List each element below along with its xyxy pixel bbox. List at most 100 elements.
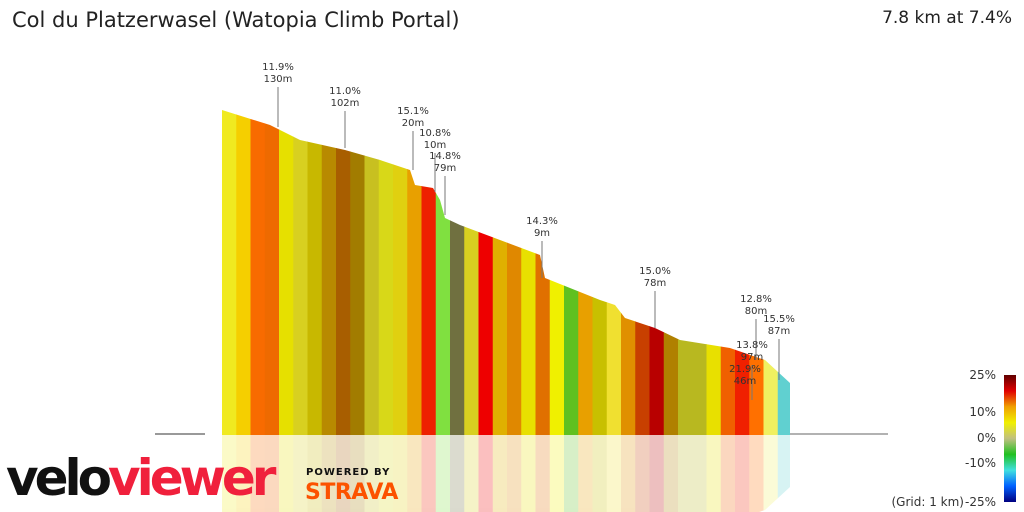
annotation-grade: 14.3%: [526, 216, 558, 227]
veloviewer-logo[interactable]: veloviewer: [6, 449, 276, 507]
profile-segment: [521, 435, 536, 512]
profile-segment: [421, 435, 437, 512]
profile-segment: [735, 435, 750, 512]
profile-segment: [678, 435, 693, 512]
profile-segment: [578, 110, 593, 435]
profile-segment: [763, 110, 779, 435]
legend-tick-10: 10%: [969, 405, 996, 419]
profile-segment: [407, 110, 422, 435]
page-title: Col du Platzerwasel (Watopia Climb Porta…: [12, 8, 460, 32]
profile-segment: [564, 435, 579, 512]
profile-segment: [535, 110, 551, 435]
profile-segment: [464, 435, 479, 512]
profile-segment: [264, 110, 280, 435]
profile-segment: [393, 110, 408, 435]
profile-segment: [621, 435, 636, 512]
profile-segment: [578, 435, 593, 512]
profile-reflection: [222, 435, 790, 512]
profile-segment: [321, 435, 337, 512]
profile-segment: [293, 110, 308, 435]
climb-annotation: 15.1%20m: [397, 106, 429, 170]
climb-annotation: 21.9%46m: [729, 364, 761, 387]
profile-segment: [478, 435, 494, 512]
profile-segment: [236, 435, 251, 512]
annotation-length: 46m: [734, 376, 756, 387]
annotation-length: 97m: [741, 352, 763, 363]
profile-segment: [279, 110, 294, 435]
legend-tick-25: 25%: [969, 368, 996, 382]
annotation-length: 9m: [534, 228, 550, 239]
climb-annotation: 11.0%102m: [329, 86, 361, 148]
annotation-grade: 15.1%: [397, 106, 429, 117]
legend-tick-neg10: -10%: [964, 456, 996, 470]
annotation-length: 130m: [264, 74, 293, 85]
profile-segment: [364, 435, 380, 512]
profile-segment: [720, 435, 736, 512]
grid-label: (Grid: 1 km): [891, 495, 965, 509]
annotation-length: 79m: [434, 163, 456, 174]
annotation-grade: 15.0%: [639, 266, 671, 277]
climb-annotation: 10.8%10m: [419, 128, 451, 192]
profile-segment: [393, 435, 408, 512]
profile-segment: [621, 110, 636, 435]
profile-segment: [777, 435, 790, 512]
profile-segment: [478, 110, 494, 435]
profile-segment: [378, 435, 394, 512]
annotation-grade: 12.8%: [740, 294, 772, 305]
profile-segment: [763, 435, 779, 512]
profile-segment: [250, 435, 266, 512]
annotation-length: 78m: [644, 278, 666, 289]
profile-segment: [507, 435, 522, 512]
annotation-length: 20m: [402, 118, 424, 129]
profile-segment: [222, 435, 237, 512]
profile-segment: [549, 110, 565, 435]
annotation-grade: 15.5%: [763, 314, 795, 325]
profile-segment: [535, 435, 551, 512]
profile-segment: [492, 110, 508, 435]
profile-segment: [336, 110, 351, 435]
profile-segment: [749, 435, 764, 512]
strava-logo[interactable]: STRAVA: [305, 480, 398, 505]
profile-segment: [264, 435, 280, 512]
legend-tick-neg25: -25%: [964, 495, 996, 509]
profile-segment: [421, 110, 437, 435]
profile-segment: [706, 110, 722, 435]
profile-segment: [635, 435, 650, 512]
profile-segment: [407, 435, 422, 512]
annotation-length: 80m: [745, 306, 767, 317]
annotation-grade: 11.9%: [262, 62, 294, 73]
profile-segment: [678, 110, 693, 435]
profile-segment: [606, 110, 622, 435]
profile-segment: [236, 110, 251, 435]
profile-segment: [350, 435, 365, 512]
profile-segment: [649, 435, 665, 512]
profile-segment: [350, 110, 365, 435]
climb-summary: 7.8 km at 7.4%: [882, 8, 1012, 28]
profile-segment: [592, 110, 608, 435]
profile-segment: [606, 435, 622, 512]
profile-segment: [663, 435, 679, 512]
profile-segment: [692, 435, 707, 512]
profile-segment: [321, 110, 337, 435]
profile-segment: [222, 110, 237, 435]
profile-segment: [521, 110, 536, 435]
climb-annotation: 11.9%130m: [262, 62, 294, 127]
profile-segment: [777, 110, 790, 435]
profile-segment: [450, 435, 465, 512]
annotation-grade: 13.8%: [736, 340, 768, 351]
profile-segment: [307, 435, 323, 512]
annotation-length: 87m: [768, 326, 790, 337]
climb-annotation: 15.5%87m: [763, 314, 795, 380]
grade-color-scale: [1004, 375, 1016, 502]
profile-segment: [293, 435, 308, 512]
profile-segment: [307, 110, 323, 435]
climb-annotation: 14.8%79m: [429, 151, 461, 215]
profile-segment: [336, 435, 351, 512]
profile-segment: [364, 110, 380, 435]
profile-segment: [592, 435, 608, 512]
annotation-grade: 14.8%: [429, 151, 461, 162]
legend-tick-0: 0%: [976, 431, 996, 445]
climb-annotation: 15.0%78m: [639, 266, 671, 328]
profile-segment: [564, 110, 579, 435]
